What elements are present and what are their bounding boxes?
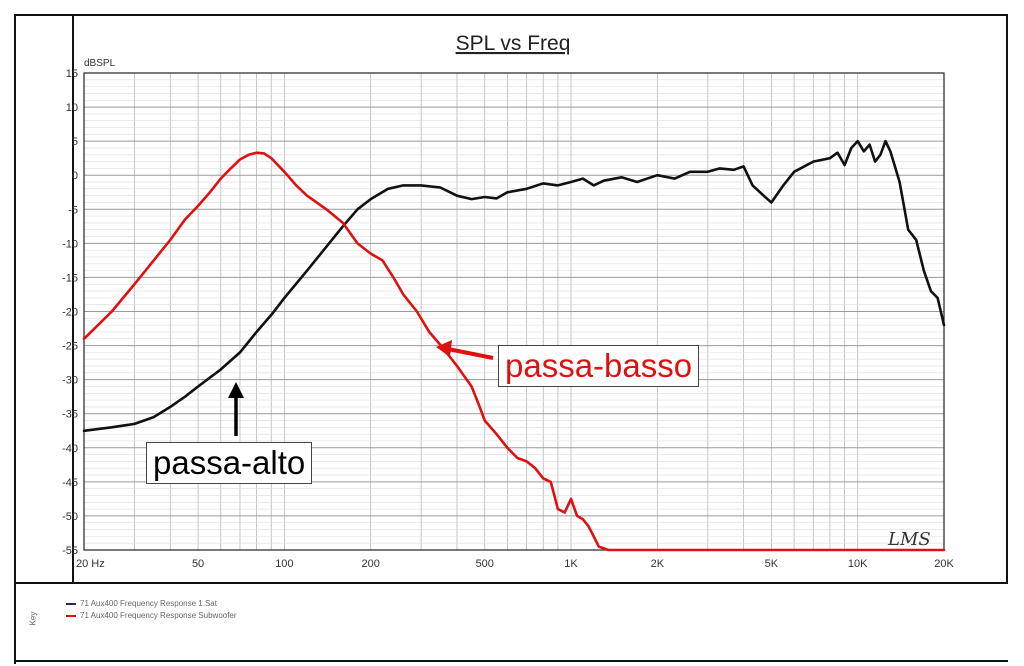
x-tick-label: 10K (848, 558, 868, 570)
y-tick-label: -30 (62, 375, 78, 387)
x-tick-label: 2K (651, 558, 665, 570)
legend-swatch-sat (66, 602, 76, 605)
y-tick-label: -20 (62, 307, 78, 319)
x-tick-label: 5K (765, 558, 779, 570)
y-tick-label: -25 (62, 341, 78, 353)
plot-area-border (83, 72, 945, 551)
legend-swatch-sub (66, 614, 76, 617)
frame-bottom-edge (14, 660, 1008, 662)
lms-watermark: LMS (887, 529, 931, 550)
legend-side-label: Key (28, 611, 38, 626)
y-tick-label: -50 (62, 511, 78, 523)
passa-basso-arrowhead (436, 340, 452, 357)
y-tick-label: -5 (68, 204, 78, 216)
passa-basso-arrow (447, 347, 494, 360)
legend-panel: 71 Aux400 Frequency Response 1.Sat 71 Au… (58, 582, 1008, 666)
series-line-passa-alto (82, 139, 946, 433)
x-tick-label: 1K (564, 558, 578, 570)
y-tick-label: 0 (72, 170, 78, 182)
chart-title: SPL vs Freq (456, 32, 571, 55)
x-tick-label: 100 (275, 558, 293, 570)
y-tick-label: -45 (62, 477, 78, 489)
passa-basso-callout: passa-basso (498, 345, 700, 387)
y-tick-label: 10 (66, 102, 78, 114)
legend-side-panel: Key (14, 582, 58, 666)
y-tick-label: 5 (72, 136, 78, 148)
x-tick-label: 200 (361, 558, 379, 570)
legend-text-sat: 71 Aux400 Frequency Response 1.Sat (80, 599, 217, 608)
series-line-passa-basso (82, 151, 946, 552)
x-tick-label: 20 Hz (76, 558, 105, 570)
y-tick-label: -35 (62, 409, 78, 421)
x-tick-label: 500 (476, 558, 494, 570)
x-tick-label: 20K (934, 558, 954, 570)
legend-row-sat: 71 Aux400 Frequency Response 1.Sat (66, 598, 217, 610)
y-tick-label: -15 (62, 272, 78, 284)
y-tick-label: -40 (62, 443, 78, 455)
y-tick-label: 15 (66, 68, 78, 80)
spl-chart: SPL vs Freq dBSPL 151050-5-10-15-20-25-3… (62, 32, 954, 570)
legend-row-sub: 71 Aux400 Frequency Response Subwoofer (66, 610, 237, 622)
legend-text-sub: 71 Aux400 Frequency Response Subwoofer (80, 611, 237, 620)
y-axis-label: dBSPL (84, 58, 116, 69)
y-tick-label: -10 (62, 238, 78, 250)
frame-left-divider (72, 16, 74, 666)
y-tick-label: -55 (62, 545, 78, 557)
passa-alto-arrowhead (228, 382, 244, 398)
passa-alto-callout: passa-alto (146, 442, 313, 484)
x-tick-label: 50 (192, 558, 204, 570)
